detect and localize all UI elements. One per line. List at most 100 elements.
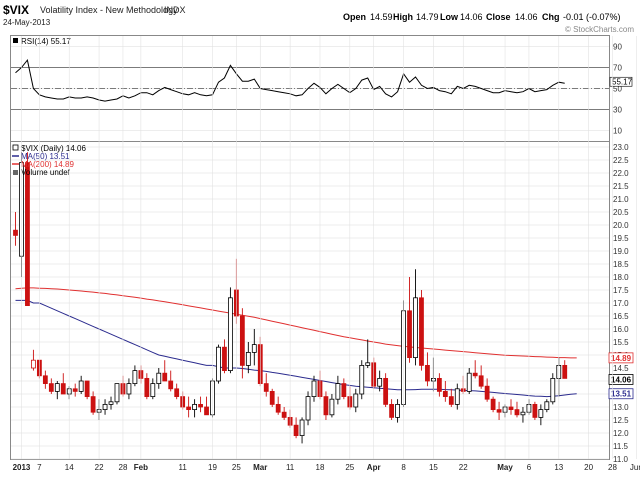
candle — [60, 373, 66, 395]
candle-body — [132, 370, 138, 385]
candle — [108, 396, 114, 410]
candle-body — [102, 403, 108, 410]
candle — [204, 396, 209, 416]
candle-body — [84, 380, 90, 397]
rsi-label: RSI(14) 55.17 — [21, 37, 71, 46]
close-label: Close — [486, 12, 511, 22]
candle-body — [228, 297, 233, 371]
candle-body — [442, 390, 448, 397]
candle — [442, 381, 448, 402]
candle-body — [144, 377, 150, 397]
x-axis-label: 25 — [232, 463, 241, 472]
price-tick-label: 11.0 — [613, 455, 629, 464]
candle — [466, 368, 472, 394]
candle-body — [269, 390, 275, 405]
candle-body — [389, 403, 395, 418]
candle — [293, 417, 299, 439]
x-axis-label: 11 — [179, 463, 188, 472]
candle — [544, 399, 550, 413]
candle — [538, 404, 544, 426]
candle — [448, 388, 454, 407]
candle-body — [454, 388, 460, 405]
candle — [162, 360, 168, 382]
rsi-level-lines — [11, 67, 609, 110]
candle-body — [114, 383, 120, 403]
candle-body — [150, 383, 156, 398]
candle — [323, 391, 329, 420]
rsi-tick-label: 90 — [613, 43, 622, 52]
candle — [275, 396, 281, 415]
candle-body — [311, 380, 317, 397]
candle — [245, 342, 251, 374]
price-tick-label: 21.0 — [613, 195, 629, 204]
candle — [269, 388, 275, 407]
candle-body — [478, 375, 484, 387]
legend-volume-swatch — [13, 170, 18, 175]
rsi-tick-labels: 90 70 50 30 10 — [613, 43, 622, 136]
open-label: Open — [343, 12, 366, 22]
candle-body — [305, 396, 311, 421]
candle-body — [323, 396, 329, 416]
price-tick-label: 14.5 — [613, 364, 629, 373]
candle — [454, 383, 460, 410]
price-tick-label: 19.5 — [613, 234, 629, 243]
candle — [42, 370, 48, 389]
x-axis-label: 7 — [37, 463, 42, 472]
change-label: Chg — [542, 12, 560, 22]
candle — [365, 339, 371, 368]
candle-body — [413, 297, 418, 358]
candle — [31, 349, 36, 371]
candle-body — [156, 372, 162, 385]
legend-vix: $VIX (Daily) 14.06 — [12, 144, 86, 153]
candle-body — [251, 344, 257, 353]
x-axis-label: 14 — [65, 463, 74, 472]
candle — [407, 277, 412, 363]
low-label: Low — [440, 12, 459, 22]
candle — [496, 401, 502, 420]
candle — [311, 375, 317, 402]
candle-body — [538, 409, 544, 418]
candle — [341, 378, 347, 400]
price-tick-label: 21.5 — [613, 182, 629, 191]
price-tag-box — [608, 388, 634, 400]
price-tag-box — [608, 374, 634, 385]
price-tick-label: 17.0 — [613, 299, 629, 308]
candle — [198, 396, 203, 413]
candle — [413, 269, 418, 366]
price-tag-text: 14.89 — [611, 354, 632, 363]
candle-body — [126, 383, 132, 395]
x-axis-label: Apr — [367, 463, 381, 472]
legend-volume: Volume undef — [13, 168, 71, 177]
candle-body — [293, 424, 299, 437]
candle-body — [239, 315, 245, 366]
candle-body — [13, 229, 18, 236]
candle-body — [407, 310, 412, 358]
candle — [186, 396, 192, 418]
candle — [478, 365, 484, 389]
candle — [78, 375, 84, 394]
price-tick-label: 18.5 — [613, 260, 629, 269]
legend-ma50: MA(50) 13.51 — [12, 152, 70, 161]
candle — [150, 378, 156, 400]
price-tag-text: 14.06 — [611, 375, 632, 384]
candle — [251, 329, 257, 366]
candle-body — [383, 377, 389, 405]
candle-body — [48, 383, 54, 392]
candle-body — [263, 383, 269, 392]
candle-body — [335, 383, 341, 400]
candle — [329, 394, 335, 418]
candle-body — [562, 364, 568, 379]
candle-body — [520, 411, 526, 416]
rsi-legend: RSI(14) 55.17 — [13, 37, 71, 46]
x-axis-label: 25 — [345, 463, 354, 472]
candle — [13, 212, 18, 246]
price-tag-text: 13.51 — [611, 390, 632, 399]
high-value: 14.79 — [416, 12, 439, 22]
candle-body — [490, 398, 496, 411]
security-name: Volatility Index - New Methodology — [40, 5, 178, 15]
candle-body — [377, 377, 383, 387]
candle — [84, 380, 90, 400]
candle-body — [448, 396, 454, 405]
candle — [54, 381, 60, 400]
